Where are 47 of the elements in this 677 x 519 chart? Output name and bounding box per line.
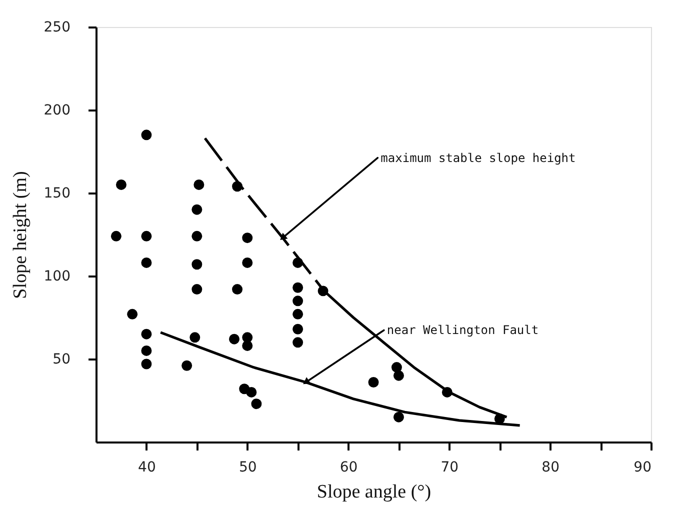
point [232, 284, 243, 295]
point [242, 232, 253, 244]
point [141, 230, 152, 242]
point [194, 179, 204, 190]
point [116, 179, 126, 190]
x-tick-label: 70 [440, 460, 459, 476]
point [192, 230, 202, 242]
point [292, 308, 304, 320]
x-tick-label: 80 [542, 460, 560, 476]
point [141, 257, 152, 268]
point [393, 412, 404, 422]
point [192, 284, 202, 295]
x-tick-label: 60 [340, 460, 358, 476]
point [251, 398, 262, 410]
x-tick-label: 40 [138, 460, 156, 476]
x-tick-label: 90 [634, 460, 652, 476]
y-tick-label: 250 [44, 20, 70, 36]
point [292, 296, 304, 306]
point [242, 340, 253, 351]
annotation: near Wellington Fault [386, 323, 539, 338]
y-tick-label: 150 [44, 186, 70, 202]
y-axis-title: Slope height (m) [10, 171, 31, 299]
point [368, 377, 379, 388]
point [292, 282, 304, 293]
point [242, 257, 253, 268]
y-tick-label: 100 [44, 268, 70, 284]
point [127, 308, 138, 320]
point [141, 130, 152, 140]
point [182, 360, 192, 371]
point [141, 345, 152, 356]
x-axis-title: Slope angle (°) [316, 482, 432, 502]
point [192, 259, 202, 270]
point [292, 324, 304, 334]
point [292, 337, 304, 348]
y-tick-label: 50 [52, 352, 70, 368]
point [190, 332, 200, 343]
point [393, 370, 404, 381]
point [141, 358, 152, 370]
point [141, 328, 152, 340]
annotation: maximum stable slope height [380, 150, 576, 165]
point [246, 386, 257, 398]
y-tick-label: 200 [44, 102, 70, 118]
point [391, 362, 402, 373]
point [229, 334, 240, 344]
point [110, 230, 122, 242]
point [192, 204, 202, 215]
x-tick-label: 50 [238, 460, 257, 476]
